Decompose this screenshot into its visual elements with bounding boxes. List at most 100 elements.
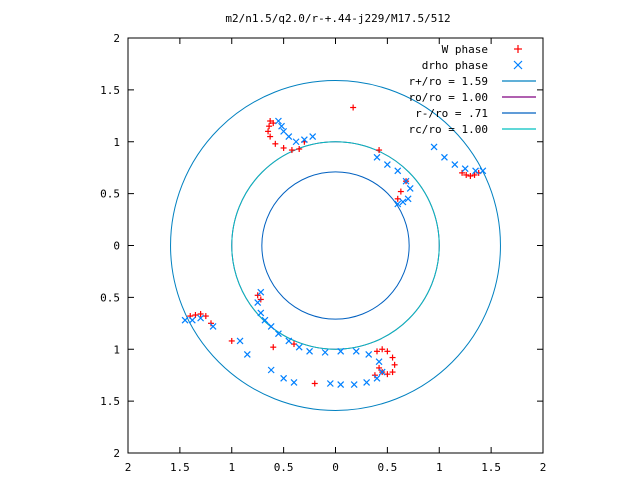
drho-phase-point: [309, 133, 317, 140]
drho-phase-point: [373, 153, 381, 161]
w-phase-point: [267, 118, 274, 124]
drho-phase-point: [406, 185, 414, 192]
drho-phase-point: [402, 177, 410, 185]
w-phase-point: [266, 123, 273, 130]
x-tick-label: 1.5: [170, 461, 190, 474]
drho-phase-point: [404, 195, 412, 203]
w-phase-point: [267, 133, 274, 140]
drho-phase-point: [257, 288, 265, 296]
y-tick-label: 0: [113, 240, 120, 253]
drho-phase-point: [254, 299, 262, 306]
legend-label: W phase: [442, 43, 488, 56]
drho-phase-point: [479, 167, 487, 175]
w-phase-point: [257, 296, 264, 303]
drho-phase-point: [295, 343, 303, 351]
drho-phase-point: [236, 337, 244, 345]
drho-phase-point: [197, 314, 205, 322]
w-phase-point: [471, 171, 478, 178]
y-tick-label: 1.5: [100, 84, 120, 97]
w-phase-point: [311, 380, 318, 387]
w-phase-point: [467, 172, 474, 179]
w-phase-point: [379, 346, 386, 353]
drho-phase-point: [321, 348, 329, 356]
legend-label: r-/ro = .71: [415, 107, 488, 120]
drho-phase-point: [383, 161, 391, 168]
data-points: [181, 104, 487, 388]
w-phase-point: [371, 372, 378, 379]
drho-phase-point: [181, 316, 189, 324]
drho-phase-point: [399, 198, 407, 206]
drho-phase-point: [188, 316, 196, 324]
drho-phase-point: [352, 347, 360, 355]
w-phase-point: [280, 144, 287, 151]
w-phase-point: [270, 344, 277, 351]
drho-phase-point: [365, 351, 373, 358]
y-axis-ticks: 2 1.5 1 0.5 0 0.5 1 1.5 2: [100, 32, 543, 460]
chart-title: m2/n1.5/q2.0/r-+.44-j229/M17.5/512: [225, 12, 450, 25]
w-phase-point: [265, 128, 272, 135]
w-phase-point: [270, 120, 277, 127]
legend-label: ro/ro = 1.00: [409, 91, 488, 104]
drho-phase-point: [394, 200, 402, 208]
legend-label: rc/ro = 1.00: [409, 123, 488, 136]
drho-phase-point: [430, 143, 438, 151]
drho-phase-point: [375, 358, 383, 366]
legend-marker: [513, 60, 523, 70]
w-phase-point: [389, 354, 396, 361]
w-phase-point: [394, 195, 401, 202]
w-phase-point: [384, 371, 391, 378]
drho-phase-point: [451, 161, 459, 168]
w-phase-point: [350, 104, 357, 111]
drho-phase-point: [337, 347, 345, 355]
y-tick-label: 1: [113, 136, 120, 149]
drho-phase-point: [257, 309, 265, 317]
w-phase-point: [208, 320, 214, 327]
x-tick-label: 1: [228, 461, 235, 474]
w-phase-point: [291, 341, 297, 348]
y-tick-label: 0.5: [100, 188, 120, 201]
w-phase-point: [459, 169, 466, 176]
drho-phase-point: [378, 368, 386, 376]
w-phase-point: [296, 146, 303, 153]
drho-phase-point: [373, 374, 381, 382]
w-phase-point: [397, 188, 404, 195]
x-tick-label: 2: [125, 461, 132, 474]
drho-phase-point: [275, 330, 282, 338]
circle-4: [261, 171, 410, 320]
w-phase-point: [376, 147, 383, 154]
drho-phase-point: [278, 122, 285, 130]
w-phase-point: [391, 361, 398, 368]
w-phase-point: [288, 147, 295, 154]
drho-phase-point: [292, 138, 300, 146]
w-phase-point: [192, 312, 199, 319]
legend-label: drho phase: [422, 59, 488, 72]
drho-phase-point: [363, 379, 371, 386]
y-tick-label: 0.5: [100, 291, 120, 304]
drho-phase-point: [261, 316, 269, 324]
w-phase-point: [463, 171, 470, 178]
x-tick-label: 2: [540, 461, 547, 474]
w-phase-point: [384, 348, 391, 355]
y-tick-label: 1: [113, 343, 120, 356]
drho-phase-point: [280, 127, 288, 135]
drho-phase-point: [461, 165, 469, 173]
w-phase-point: [254, 292, 261, 299]
w-phase-point: [202, 313, 209, 320]
drho-phase-point: [275, 117, 282, 125]
y-tick-label: 2: [113, 32, 120, 45]
w-phase-point: [272, 140, 279, 147]
reference-circles: [170, 80, 501, 411]
drho-phase-point: [290, 379, 298, 386]
drho-phase-point: [350, 381, 358, 388]
drho-phase-point: [472, 167, 479, 175]
drho-phase-point: [285, 337, 293, 345]
legend-label: r+/ro = 1.59: [409, 75, 488, 88]
legend: W phase drho phase r+/ro = 1.59 ro/ro = 1.0…: [409, 43, 536, 136]
drho-phase-point: [243, 351, 251, 358]
drho-phase-point: [326, 380, 334, 387]
w-phase-point: [228, 337, 235, 344]
w-phase-point: [197, 310, 204, 317]
drho-phase-point: [209, 323, 217, 330]
x-tick-label: 0.5: [274, 461, 294, 474]
